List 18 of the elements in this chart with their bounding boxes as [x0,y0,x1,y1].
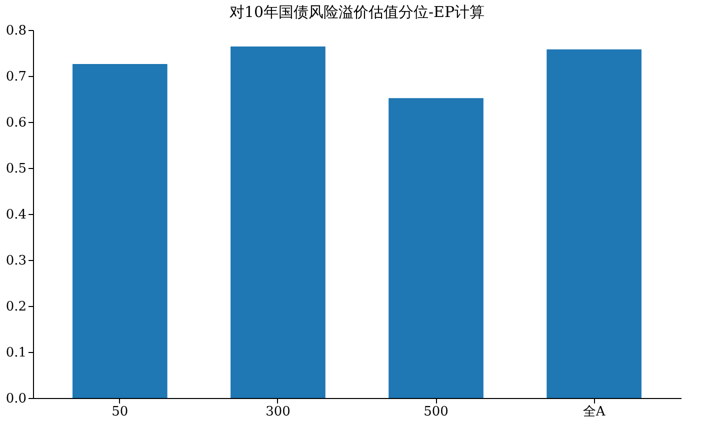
x-tick-label: 全A [582,404,606,420]
y-tick-label: 0.5 [6,162,26,176]
bar [388,98,484,398]
x-tick-label: 300 [266,404,290,420]
x-tick-label: 500 [424,404,448,420]
bar [72,64,168,398]
y-tick-label: 0.1 [6,346,26,360]
y-tick-label: 0.4 [6,208,26,222]
x-tick-label: 50 [112,404,128,420]
y-tick-label: 0.6 [6,116,26,130]
y-tick-label: 0.8 [6,24,26,38]
chart-title: 对10年国债风险溢价估值分位-EP计算 [229,3,485,21]
y-tick-label: 0.3 [6,254,26,268]
y-tick-label: 0.2 [6,300,26,314]
y-tick-label: 0.0 [6,392,26,406]
bar [546,49,642,398]
bar [230,46,326,398]
y-tick-label: 0.7 [6,70,26,84]
